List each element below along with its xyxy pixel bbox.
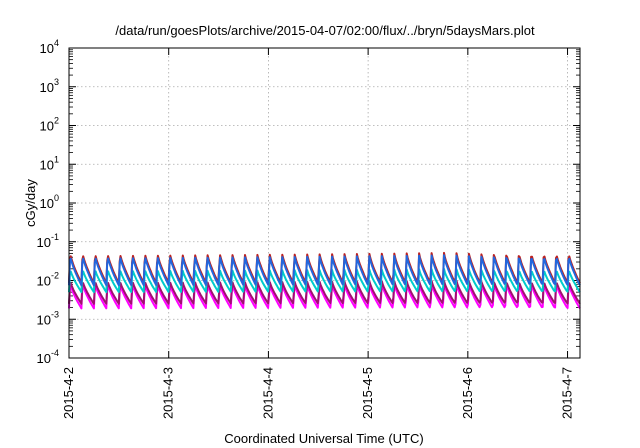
y-tick-label: 102: [40, 116, 59, 134]
y-tick-exponent: 3: [54, 77, 59, 87]
y-axis-label: cGy/day: [23, 179, 38, 227]
y-tick-exponent: 1: [54, 154, 59, 164]
x-tick-label: 2015-4-5: [360, 367, 375, 419]
y-tick-exponent: 4: [54, 38, 59, 48]
series-group: [68, 251, 581, 310]
series-line-3: [68, 267, 581, 294]
y-tick-exponent: 0: [54, 193, 59, 203]
grid-lines: [69, 48, 580, 358]
y-tick-base: 10: [40, 80, 54, 95]
x-tick-label: 2015-4-6: [460, 367, 475, 419]
y-tick-label: 104: [40, 38, 59, 56]
y-tick-base: 10: [40, 41, 54, 56]
y-tick-label: 10-2: [37, 271, 59, 289]
x-tick-label: 2015-4-3: [161, 367, 176, 419]
y-tick-base: 10: [37, 351, 51, 366]
y-tick-label: 100: [40, 193, 59, 211]
y-tick-label: 10-3: [37, 309, 59, 327]
y-tick-label: 10-1: [37, 232, 59, 250]
y-tick-exponent: -3: [51, 309, 59, 319]
x-tick-label: 2015-4-4: [260, 367, 275, 419]
chart-title: /data/run/goesPlots/archive/2015-04-07/0…: [115, 23, 535, 38]
x-tick-label: 2015-4-2: [61, 367, 76, 419]
y-tick-exponent: 2: [54, 116, 59, 126]
y-tick-base: 10: [37, 235, 51, 250]
x-axis: 2015-4-2 2015-4-3 2015-4-4 2015-4-5 2015-4-6…: [61, 48, 575, 419]
y-tick-exponent: -1: [51, 232, 59, 242]
y-tick-base: 10: [37, 274, 51, 289]
x-tick-label: 2015-4-7: [560, 367, 575, 419]
y-tick-exponent: -2: [51, 271, 59, 281]
y-tick-exponent: -4: [51, 348, 59, 358]
y-tick-base: 10: [40, 157, 54, 172]
y-tick-label: 103: [40, 77, 59, 95]
x-axis-label: Coordinated Universal Time (UTC): [224, 431, 423, 446]
y-tick-base: 10: [40, 196, 54, 211]
y-tick-base: 10: [40, 119, 54, 134]
plot-frame: [68, 47, 581, 359]
y-tick-label: 10-4: [37, 348, 59, 366]
series-line-1: [68, 279, 581, 305]
y-tick-base: 10: [37, 312, 51, 327]
series-line-0: [68, 282, 581, 310]
y-tick-label: 101: [40, 154, 59, 172]
series-line-4: [68, 254, 581, 287]
